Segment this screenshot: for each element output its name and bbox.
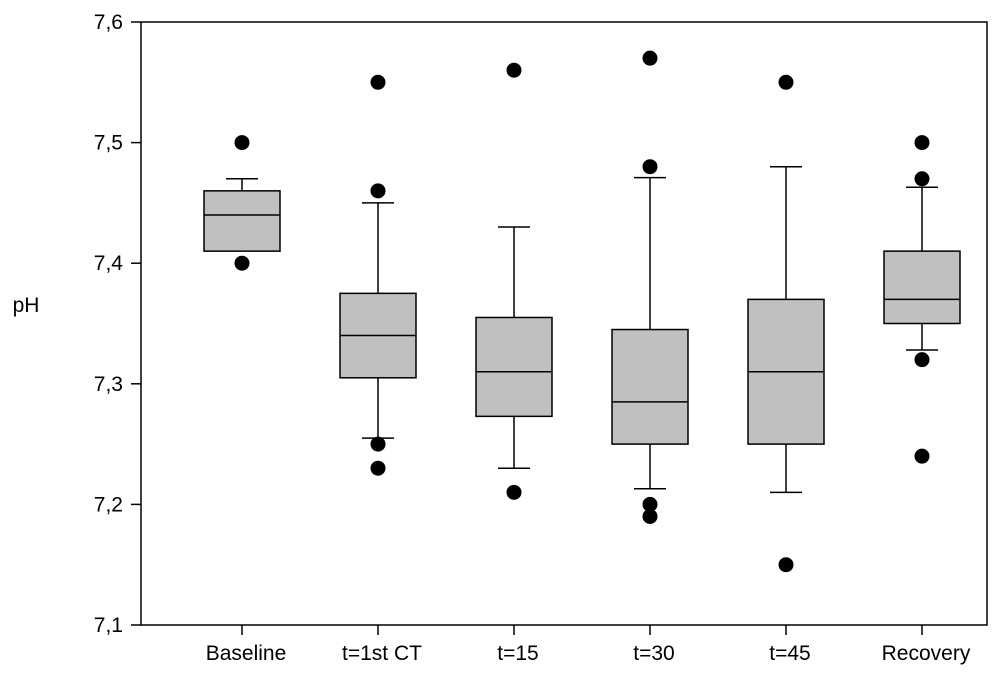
outlier-point xyxy=(370,460,386,476)
outlier-point xyxy=(914,171,930,187)
outlier-point xyxy=(234,255,250,271)
outlier-point xyxy=(506,62,522,78)
box-iqr xyxy=(203,190,281,252)
box-recovery xyxy=(883,135,961,464)
box-t-15 xyxy=(475,62,553,500)
y-tick-label: 7,1 xyxy=(94,614,123,637)
outlier-point xyxy=(778,557,794,573)
y-axis-label: pH xyxy=(13,294,40,317)
y-tick-label: 7,3 xyxy=(94,373,123,396)
plot-frame xyxy=(140,21,988,626)
x-tick-label: t=15 xyxy=(497,642,538,665)
outlier-point xyxy=(778,74,794,90)
outlier-point xyxy=(642,50,658,66)
outlier-point xyxy=(642,496,658,512)
y-tick-label: 7,6 xyxy=(94,11,123,34)
outlier-point xyxy=(914,448,930,464)
x-tick-label: t=45 xyxy=(769,642,810,665)
boxes-layer xyxy=(203,50,961,573)
box-baseline xyxy=(203,135,281,271)
outlier-point xyxy=(914,352,930,368)
box-iqr xyxy=(883,250,961,325)
x-tick-label: Baseline xyxy=(206,642,287,665)
outlier-point xyxy=(914,135,930,151)
outlier-point xyxy=(370,74,386,90)
box-iqr xyxy=(611,328,689,445)
y-tick-label: 7,2 xyxy=(94,493,123,516)
x-tick-label: t=1st CT xyxy=(342,642,422,665)
y-axis: 7,1 7,2 7,3 7,4 7,5 7,6 xyxy=(94,11,141,637)
y-tick-label: 7,5 xyxy=(94,132,123,155)
x-axis: Baseline t=1st CT t=15 t=30 t=45 Recovery xyxy=(206,625,971,665)
outlier-point xyxy=(370,183,386,199)
outlier-point xyxy=(642,159,658,175)
y-tick-label: 7,4 xyxy=(94,252,124,275)
box-t-30 xyxy=(611,50,689,524)
outlier-point xyxy=(506,484,522,500)
outlier-point xyxy=(642,508,658,524)
box-t-1st-ct xyxy=(339,74,417,476)
x-tick-label: Recovery xyxy=(882,642,971,665)
box-t-45 xyxy=(747,74,825,573)
outlier-point xyxy=(370,436,386,452)
outlier-point xyxy=(234,135,250,151)
x-tick-label: t=30 xyxy=(633,642,674,665)
box-iqr xyxy=(475,316,553,418)
